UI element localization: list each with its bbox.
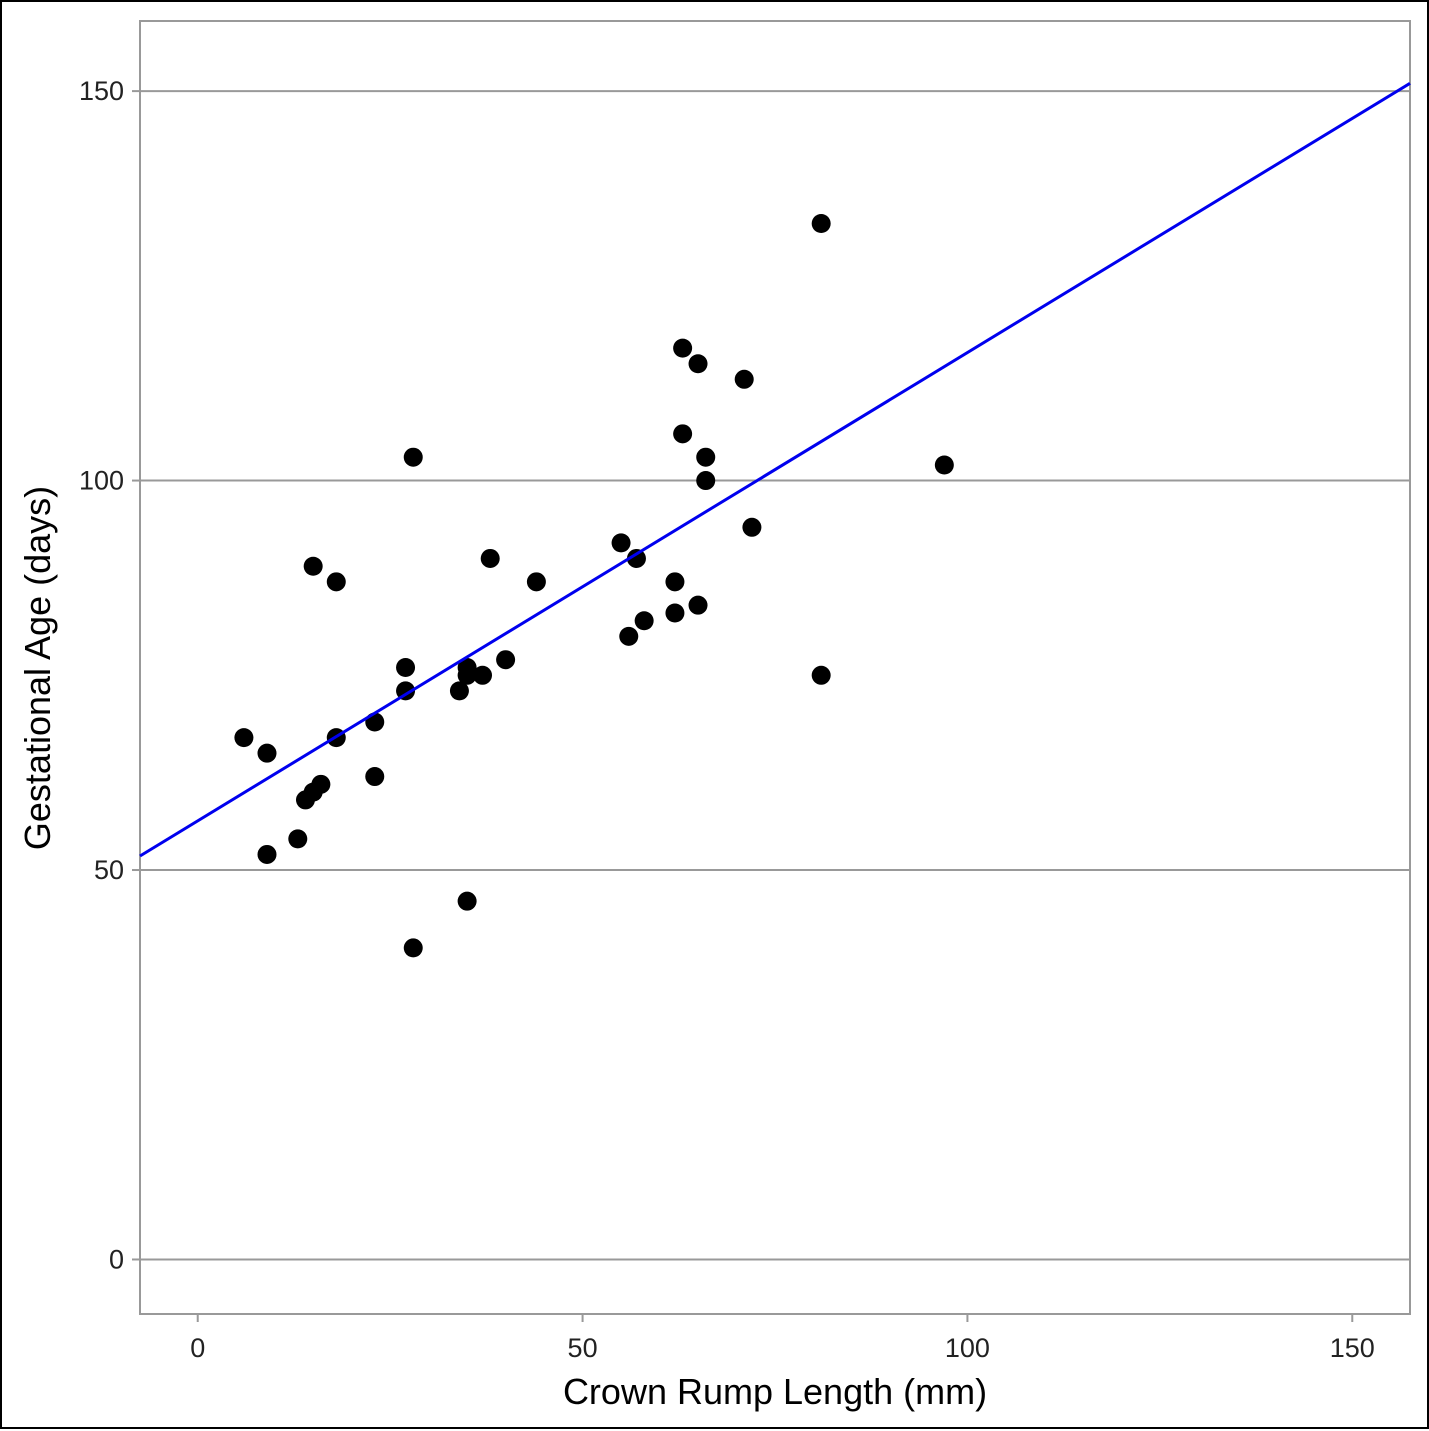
data-point [742, 517, 762, 537]
data-point [673, 424, 693, 444]
data-point [257, 743, 277, 763]
data-point [811, 665, 831, 685]
y-tick-label: 50 [94, 855, 124, 885]
plot-panel [139, 20, 1411, 1315]
data-point [403, 447, 423, 467]
y-tick-label: 150 [79, 76, 124, 106]
x-axis-title: Crown Rump Length (mm) [563, 1371, 987, 1412]
y-tick-label: 100 [79, 466, 124, 496]
data-point [665, 603, 685, 623]
y-tick-label: 0 [109, 1244, 124, 1274]
data-point [457, 665, 477, 685]
data-point [673, 338, 693, 358]
data-point [626, 548, 646, 568]
data-point [449, 681, 469, 701]
data-point [634, 611, 654, 631]
data-point [396, 658, 416, 677]
x-tick-label: 50 [568, 1333, 598, 1363]
data-point [496, 650, 516, 670]
data-point [811, 214, 831, 234]
data-point [688, 595, 708, 615]
grid-lines [140, 90, 1410, 1261]
x-tick-label: 0 [190, 1333, 205, 1363]
data-point [688, 354, 708, 374]
data-point [696, 471, 716, 491]
data-point [696, 447, 716, 467]
data-point [734, 369, 754, 389]
data-point [326, 572, 346, 592]
data-point [480, 548, 500, 568]
data-point [457, 891, 477, 911]
data-point [611, 533, 631, 553]
x-tick-label: 100 [945, 1333, 990, 1363]
data-point [934, 455, 954, 475]
data-point [303, 556, 323, 576]
y-axis-ticks: 0 50 100 150 [79, 76, 140, 1274]
data-point [473, 665, 493, 685]
regression-line [139, 82, 1411, 858]
data-point [311, 774, 331, 794]
y-axis-title: Gestational Age (days) [17, 486, 58, 850]
data-point [234, 728, 254, 748]
data-point [365, 767, 385, 787]
data-point [665, 572, 685, 592]
x-tick-label: 150 [1330, 1333, 1375, 1363]
data-points [234, 214, 954, 958]
x-axis-ticks: 0 50 100 150 [190, 1314, 1375, 1363]
data-point [403, 938, 423, 958]
data-point [365, 712, 385, 732]
data-point [526, 572, 546, 592]
data-point [288, 829, 308, 849]
data-point [619, 626, 639, 646]
data-point [257, 844, 277, 864]
